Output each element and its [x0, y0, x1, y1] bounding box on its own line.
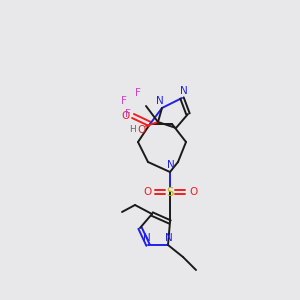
Text: O: O	[137, 125, 145, 135]
Text: F: F	[125, 109, 131, 119]
Text: N: N	[180, 86, 188, 96]
Text: S: S	[166, 185, 174, 199]
Text: F: F	[121, 96, 127, 106]
Text: N: N	[167, 160, 175, 170]
Text: N: N	[156, 96, 164, 106]
Text: O: O	[143, 187, 151, 197]
Text: H: H	[130, 125, 136, 134]
Text: O: O	[121, 111, 129, 121]
Text: O: O	[189, 187, 197, 197]
Text: N: N	[165, 233, 173, 243]
Text: N: N	[143, 233, 151, 243]
Text: F: F	[135, 88, 141, 98]
